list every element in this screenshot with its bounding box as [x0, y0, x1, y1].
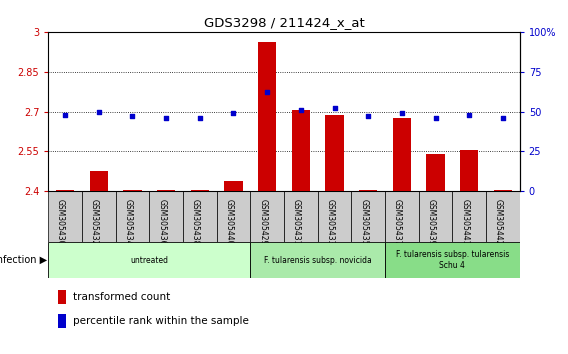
Point [296, 107, 306, 113]
Bar [392, 118, 411, 191]
Text: GSM305437: GSM305437 [393, 199, 402, 245]
Point [498, 115, 507, 121]
Point [262, 90, 272, 95]
Text: GSM305439: GSM305439 [427, 199, 436, 245]
Bar [157, 190, 176, 191]
Point [465, 112, 474, 118]
Text: GSM305432: GSM305432 [90, 199, 99, 245]
Text: GSM305438: GSM305438 [191, 199, 200, 245]
Text: GSM305430: GSM305430 [56, 199, 65, 245]
Text: GSM305429: GSM305429 [258, 199, 267, 245]
Text: GSM305431: GSM305431 [292, 199, 301, 245]
Bar [359, 190, 378, 191]
Text: transformed count: transformed count [73, 292, 170, 302]
Bar [224, 181, 243, 191]
Point [128, 113, 137, 119]
Text: GSM305441: GSM305441 [460, 199, 469, 245]
Point [229, 110, 238, 116]
Point [398, 110, 407, 116]
Text: F. tularensis subsp. tularensis
Schu 4: F. tularensis subsp. tularensis Schu 4 [396, 250, 509, 270]
Text: GSM305440: GSM305440 [224, 199, 233, 245]
Bar [385, 191, 419, 242]
Bar [116, 191, 149, 242]
Bar [486, 191, 520, 242]
Bar [291, 110, 310, 191]
Bar [419, 191, 452, 242]
Point [161, 115, 170, 121]
Text: GSM305433: GSM305433 [325, 199, 335, 245]
Bar [90, 171, 108, 191]
Bar [48, 242, 250, 278]
Point [364, 113, 373, 119]
Bar [460, 150, 478, 191]
Bar [284, 191, 318, 242]
Text: GSM305436: GSM305436 [157, 199, 166, 245]
Bar [48, 191, 82, 242]
Text: untreated: untreated [130, 256, 168, 265]
Bar [190, 190, 209, 191]
Point [330, 105, 339, 111]
Bar [82, 191, 116, 242]
Point [94, 109, 103, 114]
Text: GSM305435: GSM305435 [359, 199, 368, 245]
Bar [426, 154, 445, 191]
Bar [123, 190, 142, 191]
Bar [318, 191, 352, 242]
Bar [258, 42, 277, 191]
Point [195, 115, 204, 121]
Text: GSM305442: GSM305442 [494, 199, 503, 245]
Bar [149, 191, 183, 242]
Bar [385, 242, 520, 278]
Bar [452, 191, 486, 242]
Text: F. tularensis subsp. novicida: F. tularensis subsp. novicida [264, 256, 371, 265]
Bar [56, 190, 74, 191]
Bar [58, 290, 66, 304]
Bar [325, 115, 344, 191]
Text: percentile rank within the sample: percentile rank within the sample [73, 316, 249, 326]
Title: GDS3298 / 211424_x_at: GDS3298 / 211424_x_at [203, 16, 365, 29]
Bar [250, 242, 385, 278]
Bar [216, 191, 250, 242]
Point [431, 115, 440, 121]
Bar [250, 191, 284, 242]
Point [61, 112, 70, 118]
Bar [494, 190, 512, 191]
Bar [183, 191, 216, 242]
Text: GSM305434: GSM305434 [123, 199, 132, 245]
Text: infection ▶: infection ▶ [0, 255, 48, 265]
Bar [58, 314, 66, 328]
Bar [352, 191, 385, 242]
